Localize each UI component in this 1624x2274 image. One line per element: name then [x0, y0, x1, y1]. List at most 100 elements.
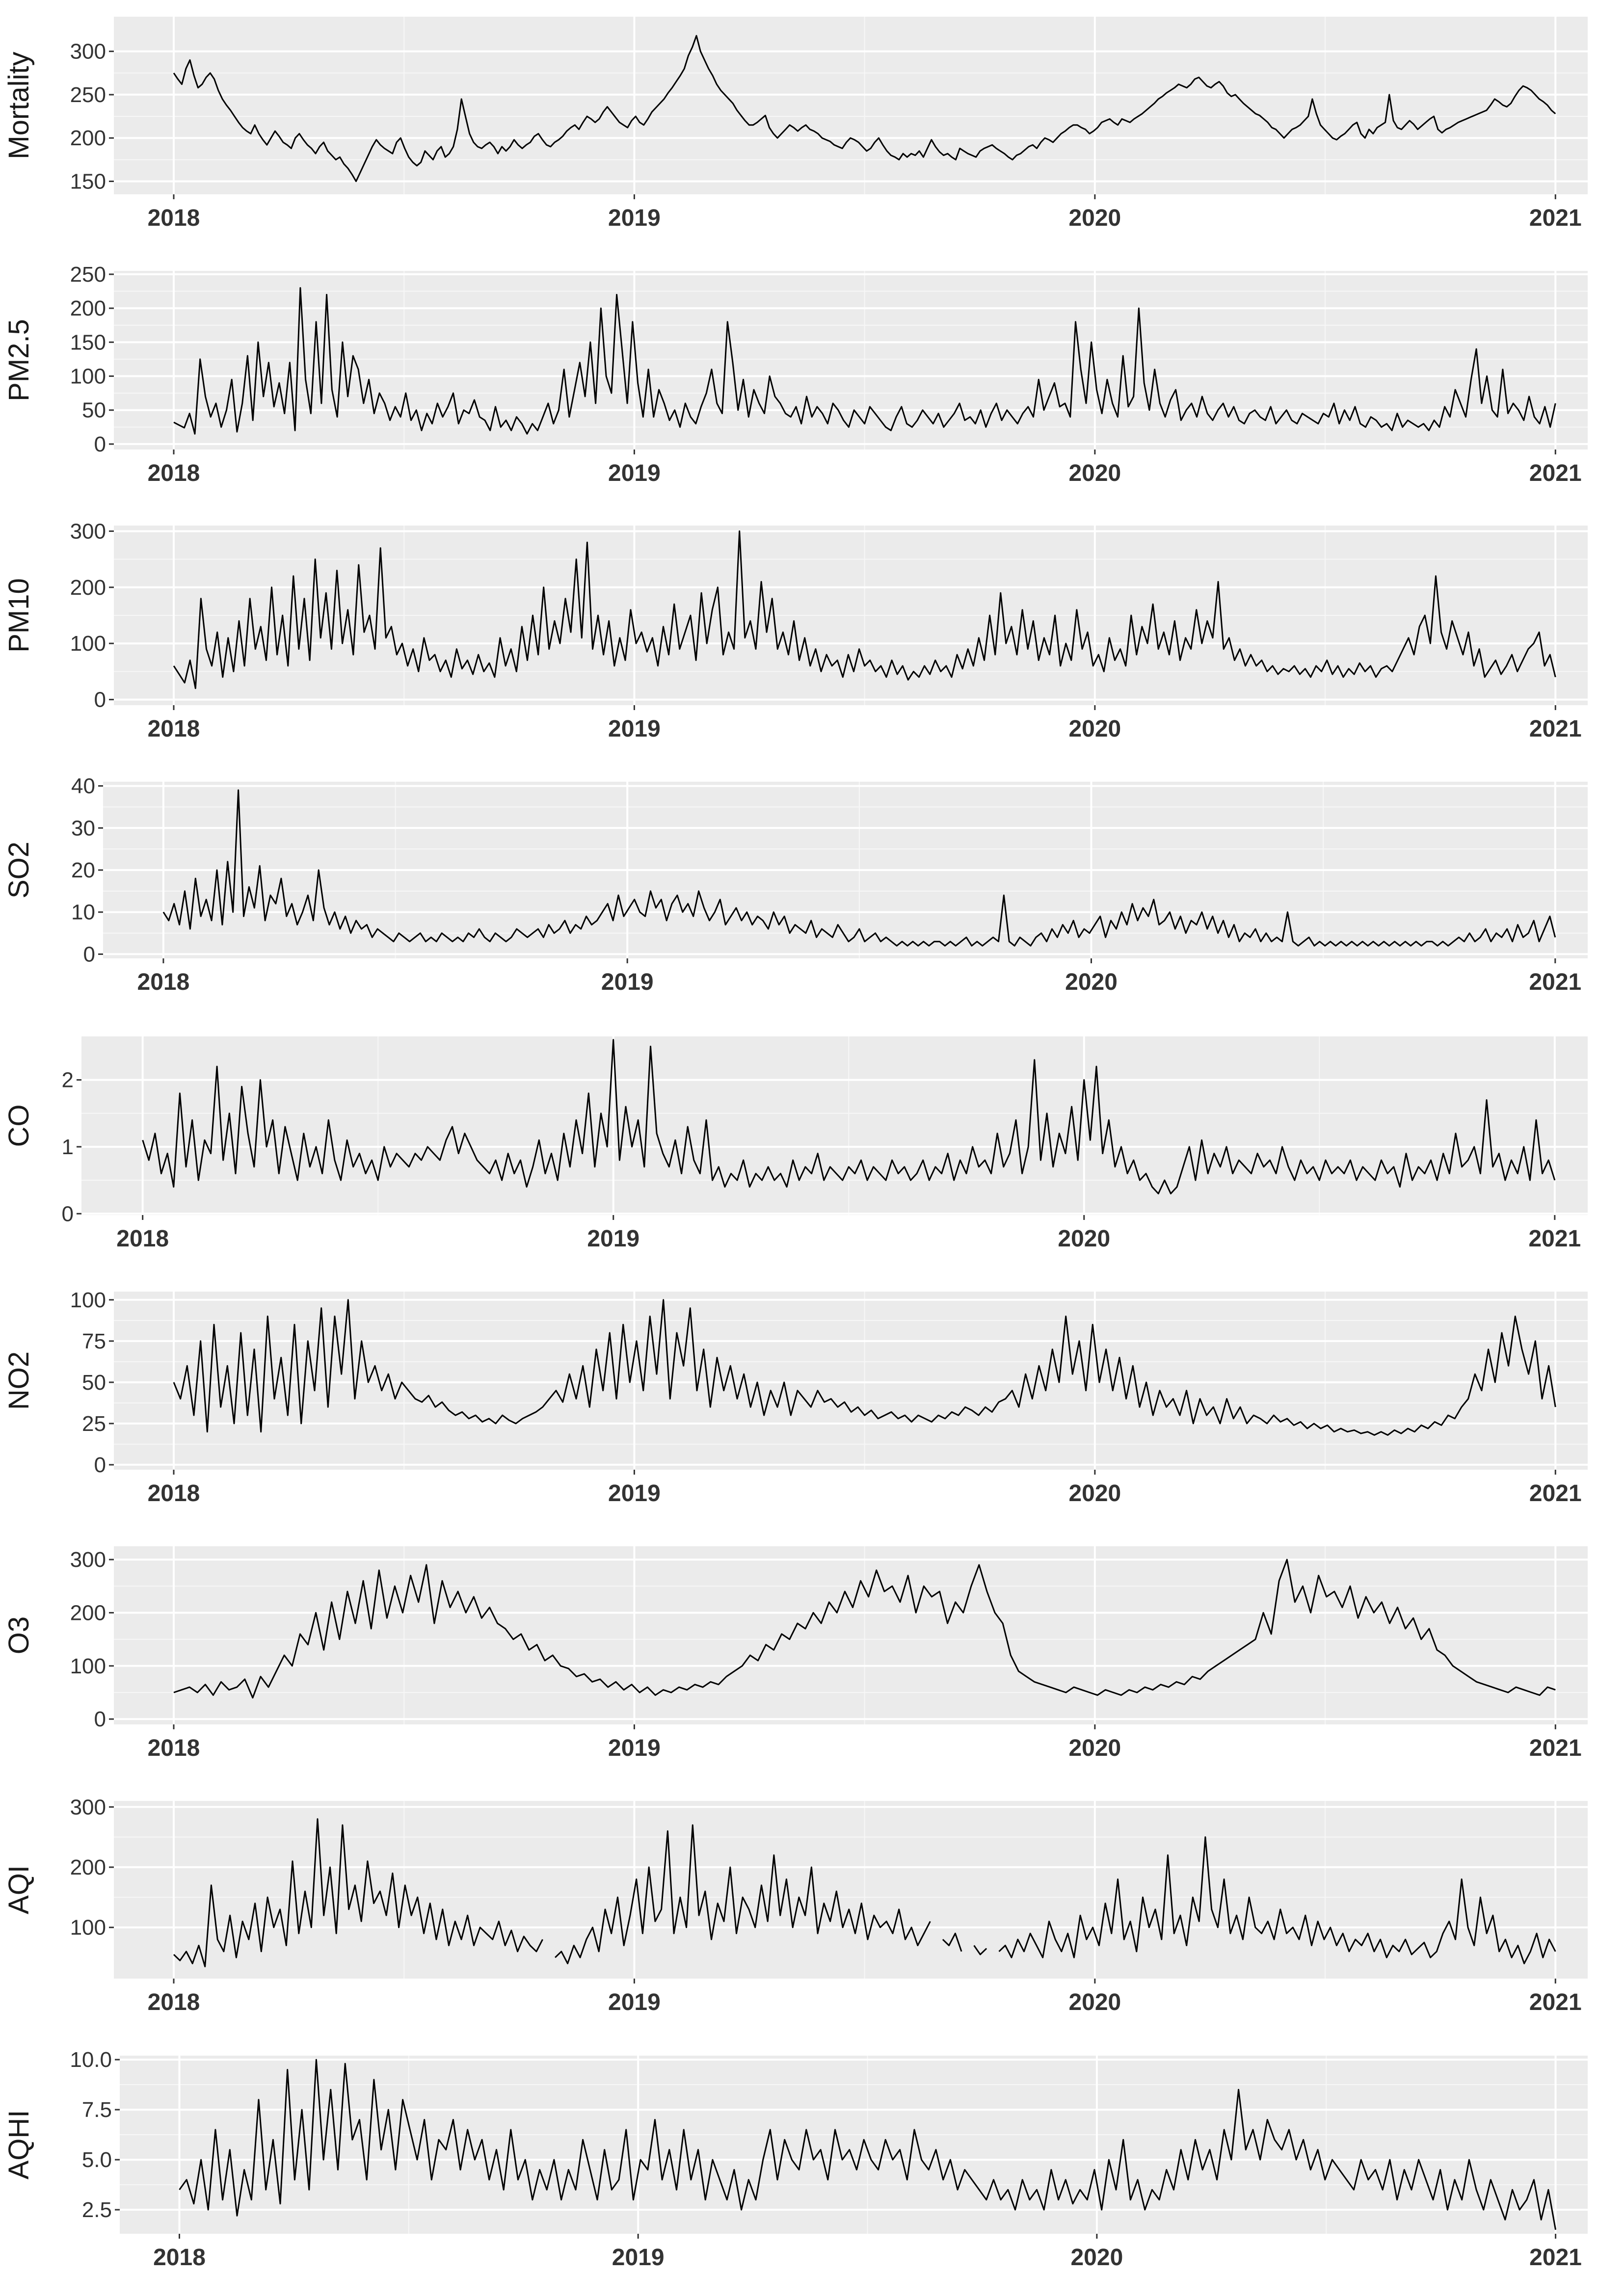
x-tick-label: 2021 [1528, 1226, 1581, 1252]
y-tick-label: 20 [71, 858, 95, 882]
y-tick-label: 25 [82, 1412, 106, 1436]
y-tick-label: 10 [71, 900, 95, 925]
x-tick-label: 2020 [1058, 1226, 1110, 1252]
x-tick-label: 2020 [1068, 716, 1121, 742]
panel-no2: 0 25 50 75 100 2018 2019 2020 2021 NO2 [3, 1288, 1588, 1507]
panel-background [114, 17, 1588, 194]
y-tick-label: 300 [70, 519, 106, 543]
x-tick-label: 2019 [608, 1735, 661, 1761]
series-line-aqi [173, 1818, 1556, 1967]
series-line-no2 [173, 1299, 1556, 1436]
y-tick-label: 100 [70, 1654, 106, 1678]
panel-aqhi: 2.5 5.0 7.5 10.0 2018 2019 2020 2021 AQHI [3, 2048, 1588, 2271]
x-tick-label: 2019 [608, 1481, 661, 1507]
x-tick-label: 2021 [1529, 460, 1582, 486]
y-tick-label: 40 [71, 774, 95, 798]
x-tick-label: 2018 [148, 205, 200, 231]
y-tick-label: 0 [94, 1453, 106, 1477]
panel-background [120, 2056, 1588, 2234]
y-tick-label: 2.5 [82, 2198, 112, 2222]
y-tick-label: 200 [70, 296, 106, 320]
panel-co: 0 1 2 2018 2019 2020 2021 CO [3, 1036, 1588, 1252]
x-tick-label: 2020 [1068, 1989, 1121, 2015]
panel-so2: 0 10 20 30 40 2018 2019 2020 2021 SO2 [3, 774, 1588, 995]
panel-o3: 0 100 200 300 2018 2019 2020 2021 O3 [3, 1546, 1588, 1761]
panel-pm25: 0 50 100 150 200 250 2018 2019 2020 2021 PM2.5 [3, 263, 1588, 486]
y-axis-title: Mortality [3, 52, 35, 159]
x-tick-label: 2020 [1068, 1481, 1121, 1507]
x-tick-label: 2021 [1529, 969, 1581, 995]
y-axis-title: AQHI [3, 2110, 35, 2180]
y-tick-label: 300 [70, 40, 106, 64]
y-tick-label: 200 [70, 126, 106, 150]
x-tick-label: 2018 [148, 1735, 200, 1761]
y-tick-label: 100 [70, 365, 106, 389]
x-tick-label: 2019 [608, 1989, 661, 2015]
x-tick-label: 2018 [148, 716, 200, 742]
panel-background [114, 1546, 1588, 1724]
y-axis-title: NO2 [3, 1351, 35, 1410]
panel-background [114, 1801, 1588, 1979]
x-tick-label: 2021 [1529, 716, 1582, 742]
y-tick-label: 250 [70, 263, 106, 287]
series-line-pm10 [173, 530, 1556, 689]
y-tick-label: 200 [70, 1601, 106, 1625]
x-tick-label: 2019 [608, 460, 661, 486]
x-tick-label: 2018 [116, 1226, 169, 1252]
x-tick-label: 2020 [1065, 969, 1118, 995]
series-line-so2 [162, 789, 1556, 947]
y-tick-label: 100 [70, 632, 106, 656]
x-tick-label: 2021 [1529, 1989, 1582, 2015]
x-tick-label: 2020 [1070, 2245, 1123, 2271]
y-tick-label: 250 [70, 83, 106, 107]
panel-aqi: 100 200 300 2018 2019 2020 2021 AQI [3, 1795, 1588, 2015]
y-axis-title: AQI [3, 1865, 35, 1914]
y-axis-title: PM10 [3, 578, 35, 653]
y-tick-label: 0 [83, 942, 95, 966]
series-line-co [142, 1039, 1556, 1194]
x-tick-label: 2018 [148, 460, 200, 486]
x-tick-label: 2019 [587, 1226, 639, 1252]
y-axis-title: CO [3, 1105, 35, 1147]
x-tick-label: 2020 [1068, 1735, 1121, 1761]
y-tick-label: 10.0 [70, 2048, 112, 2072]
y-tick-label: 0 [62, 1202, 74, 1226]
y-axis-title: SO2 [3, 842, 35, 899]
series-line-pm25 [173, 287, 1556, 435]
series-line-o3 [173, 1559, 1556, 1699]
series-line-mortality [173, 35, 1556, 182]
y-tick-label: 0 [94, 1707, 106, 1731]
y-tick-label: 30 [71, 816, 95, 840]
y-tick-label: 100 [70, 1288, 106, 1312]
y-tick-label: 50 [82, 1371, 106, 1395]
y-tick-label: 300 [70, 1795, 106, 1819]
x-tick-label: 2021 [1529, 1735, 1582, 1761]
y-tick-label: 1 [62, 1135, 74, 1159]
y-tick-label: 0 [94, 688, 106, 712]
x-tick-label: 2020 [1068, 205, 1121, 231]
panel-mortality: 150 200 250 300 2018 2019 2020 2021 Mortality [3, 17, 1588, 231]
x-tick-label: 2020 [1068, 460, 1121, 486]
x-tick-label: 2018 [153, 2245, 206, 2271]
y-tick-label: 7.5 [82, 2098, 112, 2122]
y-tick-label: 100 [70, 1916, 106, 1940]
y-axis-title: O3 [3, 1616, 35, 1654]
y-tick-label: 0 [94, 432, 106, 456]
x-tick-label: 2021 [1529, 205, 1582, 231]
x-tick-label: 2021 [1529, 2245, 1582, 2271]
y-tick-label: 75 [82, 1329, 106, 1353]
x-tick-label: 2019 [608, 716, 661, 742]
panel-background [114, 1292, 1588, 1470]
y-tick-label: 150 [70, 330, 106, 354]
x-tick-label: 2019 [608, 205, 661, 231]
panel-background [81, 1036, 1588, 1215]
x-tick-label: 2019 [612, 2245, 665, 2271]
x-tick-label: 2018 [148, 1989, 200, 2015]
y-tick-label: 200 [70, 576, 106, 600]
series-line-aqhi [179, 2059, 1557, 2230]
y-axis-title: PM2.5 [3, 319, 35, 401]
y-tick-label: 2 [62, 1068, 74, 1092]
x-tick-label: 2018 [137, 969, 190, 995]
y-tick-label: 300 [70, 1548, 106, 1572]
